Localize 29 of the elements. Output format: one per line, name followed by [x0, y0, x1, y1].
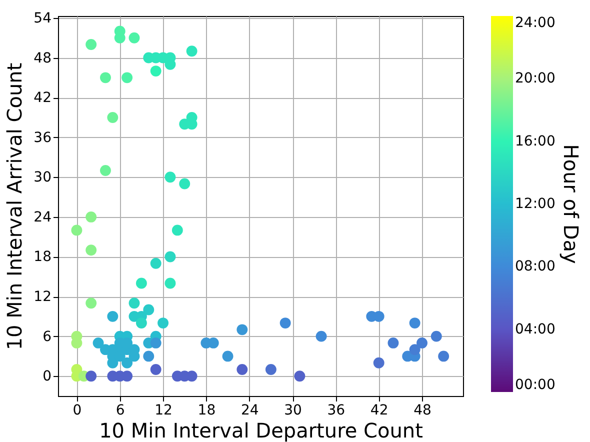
- x-tick-label: 6: [116, 402, 125, 418]
- color-bar-title: Hour of Day: [559, 144, 583, 264]
- x-tick-label: 12: [154, 402, 172, 418]
- y-axis-title: 10 Min Interval Arrival Count: [2, 62, 27, 350]
- y-tick-label: 42: [34, 90, 52, 106]
- y-tick-label: 48: [34, 50, 52, 66]
- y-tick-label: 12: [34, 289, 52, 306]
- x-axis-title: 10 Min Interval Departure Count: [99, 418, 424, 442]
- y-tick-label: 18: [34, 249, 52, 266]
- color-bar-label: 04:00: [515, 321, 556, 338]
- y-tick-label: 54: [34, 10, 52, 26]
- x-tick-label: 42: [370, 402, 388, 418]
- y-tick-label: 36: [34, 130, 52, 146]
- color-bar-label: 00:00: [515, 377, 556, 393]
- x-tick-label: 36: [327, 402, 346, 418]
- color-bar-label: 12:00: [515, 196, 556, 212]
- x-tick-label: 18: [198, 402, 216, 418]
- y-tick-label: 6: [42, 328, 52, 345]
- x-tick-label: 24: [240, 402, 259, 418]
- x-tick-label: 0: [72, 402, 82, 418]
- y-tick-label: 24: [34, 209, 52, 226]
- x-tick-label: 30: [284, 402, 302, 418]
- color-bar-label: 24:00: [515, 15, 556, 31]
- color-bar-label: 16:00: [515, 133, 556, 150]
- color-bar-label: 20:00: [515, 70, 556, 87]
- y-tick-label: 0: [42, 368, 52, 385]
- x-tick-label: 48: [414, 402, 432, 418]
- color-bar-label: 08:00: [515, 258, 556, 275]
- y-tick-label: 30: [34, 170, 52, 186]
